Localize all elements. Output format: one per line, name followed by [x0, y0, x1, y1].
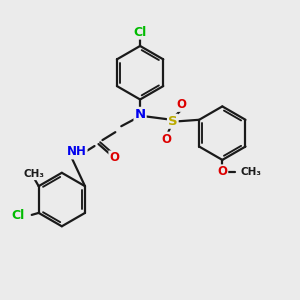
Text: Cl: Cl — [134, 26, 147, 39]
Text: NH: NH — [67, 146, 87, 158]
Text: O: O — [177, 98, 187, 111]
Text: N: N — [134, 108, 146, 121]
Text: S: S — [168, 115, 178, 128]
Text: Cl: Cl — [11, 209, 25, 222]
Text: CH₃: CH₃ — [240, 167, 261, 177]
Text: O: O — [109, 152, 119, 164]
Text: O: O — [217, 165, 227, 178]
Text: CH₃: CH₃ — [23, 169, 44, 179]
Text: O: O — [162, 133, 172, 146]
